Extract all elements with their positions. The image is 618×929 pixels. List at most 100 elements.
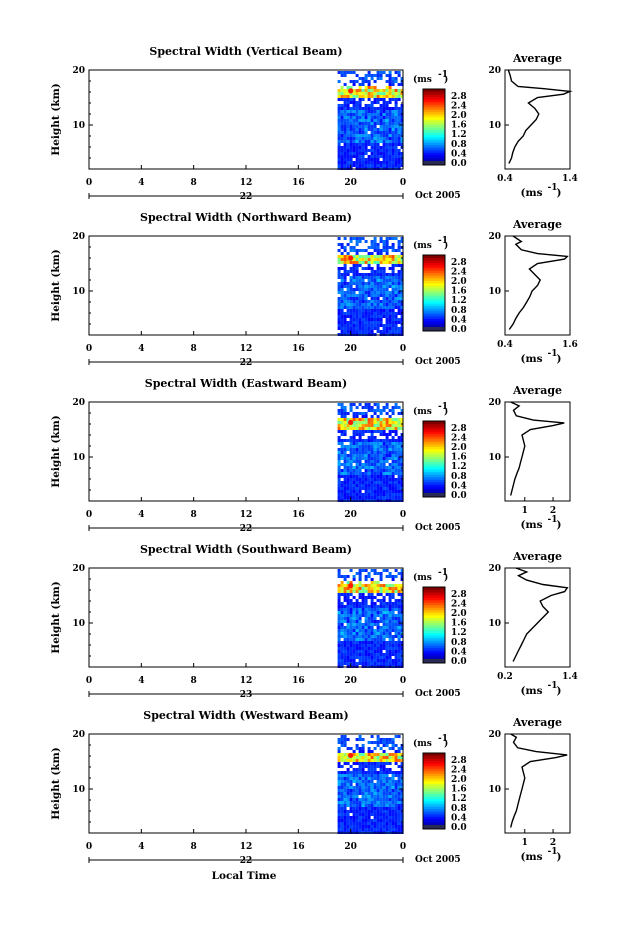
colorbar-tick-label: 0.8 (451, 306, 467, 316)
peak-marker (348, 583, 354, 589)
x-tick-label: 4 (138, 842, 144, 852)
avg-x-label: (ms (521, 353, 543, 365)
x-tick-label: 4 (138, 676, 144, 686)
colorbar-segment (423, 652, 445, 656)
colorbar-segment (423, 152, 445, 156)
colorbar-segment (423, 270, 445, 274)
x-tick-label: 0 (400, 842, 406, 852)
colorbar-tick-label: 2.8 (451, 258, 467, 268)
colorbar-segment (423, 119, 445, 123)
colorbar-segment (423, 456, 445, 460)
colorbar-segment (423, 589, 445, 593)
colorbar-segment (423, 323, 445, 327)
avg-x-label-close: ) (557, 851, 562, 863)
avg-x-label: (ms (521, 851, 543, 863)
panel-title: Spectral Width (Vertical Beam) (149, 45, 342, 58)
colorbar-unit: (ms (413, 738, 432, 749)
colorbar-segment (423, 272, 445, 276)
average-title: Average (512, 550, 562, 563)
colorbar-segment (423, 443, 445, 447)
colorbar-tick-label: 1.2 (451, 794, 467, 804)
colorbar-segment (423, 796, 445, 800)
colorbar-segment (423, 484, 445, 488)
colorbar-segment (423, 260, 445, 264)
colorbar-segment (423, 811, 445, 815)
average-frame (504, 567, 571, 668)
colorbar-segment (423, 650, 445, 654)
colorbar-segment (423, 471, 445, 475)
x-tick-label: 0 (400, 344, 406, 354)
colorbar-segment (423, 760, 445, 764)
colorbar-segment (423, 592, 445, 596)
colorbar-segment (423, 121, 445, 125)
colorbar-tick-label: 1.6 (451, 619, 467, 629)
colorbar-segment (423, 431, 445, 435)
colorbar-unit: (ms (413, 240, 432, 251)
avg-y-tick-label: 10 (488, 287, 501, 297)
colorbar-unit-close: ) (444, 738, 448, 749)
colorbar-tick-label: 2.8 (451, 92, 467, 102)
colorbar-segment (423, 768, 445, 772)
colorbar-unit-exponent: -1 (438, 236, 448, 246)
colorbar-segment (423, 464, 445, 468)
avg-x-tick-label: 1 (522, 838, 528, 848)
colorbar-segment (423, 461, 445, 465)
colorbar-tick-label: 1.6 (451, 287, 467, 297)
colorbar-tick-label: 2.0 (451, 609, 467, 619)
heatmap-cells (337, 237, 404, 336)
average-title: Average (512, 218, 562, 231)
colorbar (422, 586, 446, 664)
colorbar-segment (423, 793, 445, 797)
y-axis-label: Height (km) (50, 747, 62, 819)
avg-x-tick-label: 2 (550, 838, 556, 848)
colorbar-segment (423, 426, 445, 430)
colorbar-segment (423, 144, 445, 148)
average-plot: Average 20 10 0.4 1.4 (ms -1) (488, 52, 577, 199)
x-tick-label: 16 (292, 842, 305, 852)
colorbar-segment (423, 788, 445, 792)
heatmap-cells (337, 569, 404, 668)
y-tick-label: 10 (72, 619, 85, 629)
colorbar-tick-label: 2.8 (451, 590, 467, 600)
panel-title: Spectral Width (Northward Beam) (140, 211, 352, 224)
colorbar-segment (423, 785, 445, 789)
avg-y-tick-label: 20 (488, 398, 501, 408)
colorbar-segment (423, 453, 445, 457)
avg-x-tick-label: 1.6 (562, 340, 578, 350)
colorbar-segment (423, 308, 445, 312)
avg-x-tick-label: 0.2 (497, 672, 513, 682)
x-tick-label: 12 (240, 676, 253, 686)
average-title: Average (512, 716, 562, 729)
colorbar-segment (423, 816, 445, 820)
avg-x-label: (ms (521, 685, 543, 697)
x-tick-label: 0 (86, 676, 92, 686)
avg-x-label-close: ) (557, 685, 562, 697)
colorbar-segment (423, 114, 445, 118)
colorbar-segment (423, 127, 445, 131)
colorbar-segment (423, 602, 445, 606)
x-tick-label: 12 (240, 842, 253, 852)
colorbar-tick-label: 0.8 (451, 140, 467, 150)
colorbar-unit-close: ) (444, 406, 448, 417)
x-tick-label: 20 (344, 178, 357, 188)
colorbar-segment (423, 134, 445, 138)
colorbar-segment (423, 116, 445, 120)
colorbar-unit-close: ) (444, 240, 448, 251)
colorbar-segment (423, 783, 445, 787)
colorbar-segment (423, 630, 445, 634)
avg-x-label-exponent: -1 (548, 847, 558, 857)
colorbar-segment (423, 262, 445, 266)
colorbar-segment (423, 305, 445, 309)
avg-y-tick-label: 10 (488, 121, 501, 131)
colorbar-tick-label: 0.0 (451, 325, 467, 335)
colorbar-segment (423, 617, 445, 621)
colorbar (422, 420, 446, 498)
colorbar-segment (423, 813, 445, 817)
average-profile-line (510, 733, 568, 828)
colorbar-segment (423, 763, 445, 767)
colorbar-frame (422, 254, 446, 332)
heatmap-cells (337, 735, 404, 834)
colorbar-segment (423, 604, 445, 608)
colorbar-segment (423, 109, 445, 113)
colorbar-tick-label: 0.4 (451, 647, 467, 657)
